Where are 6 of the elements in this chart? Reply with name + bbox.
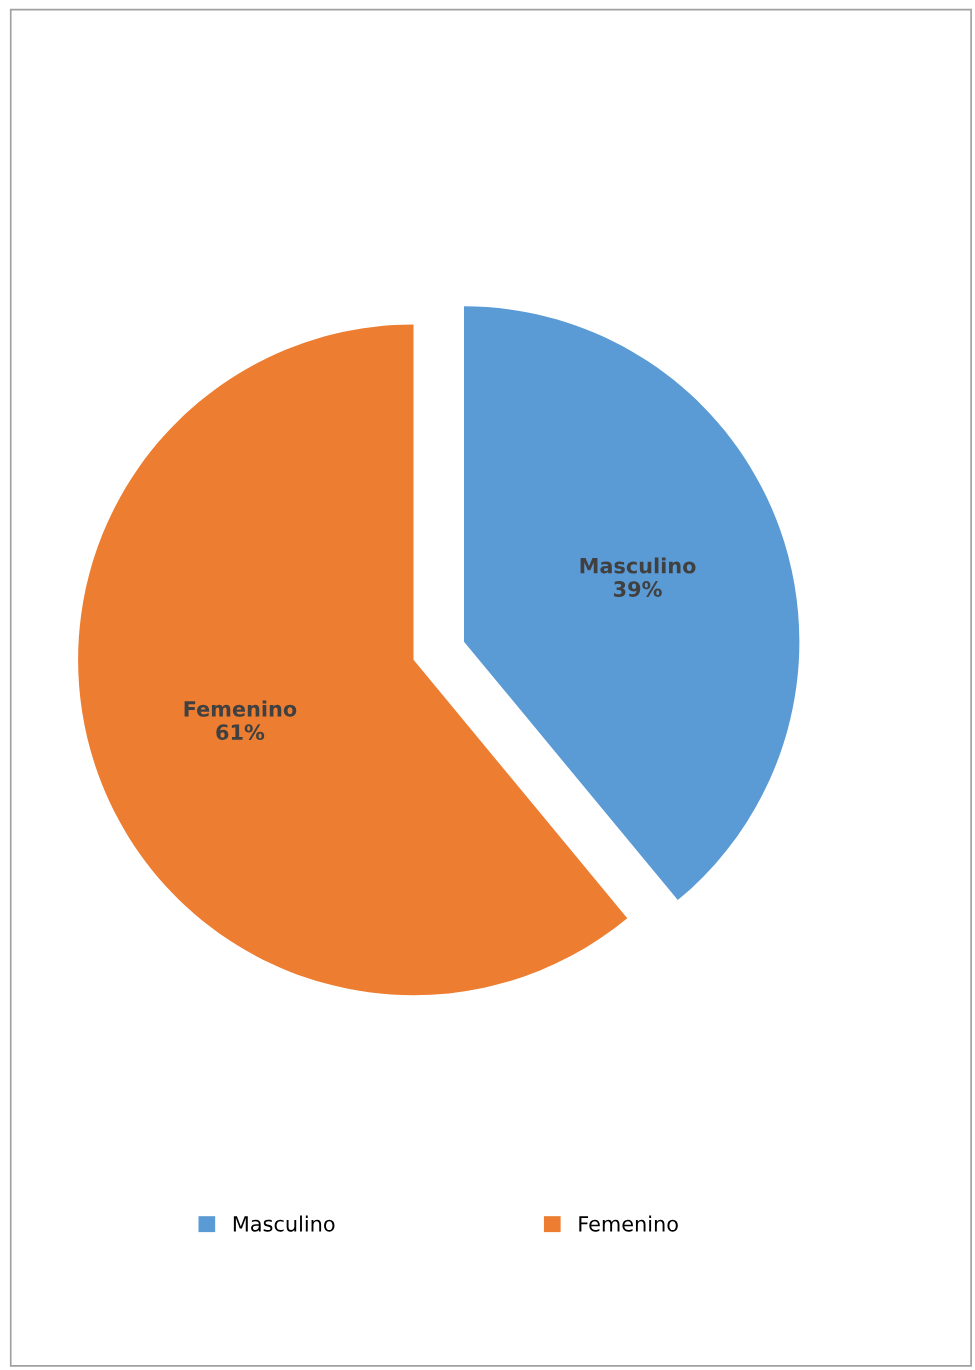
slice-label: Masculino xyxy=(580,557,696,574)
data-label: 61% xyxy=(216,724,265,741)
slice-label: Femenino xyxy=(184,700,297,717)
legend-label: Masculino xyxy=(233,1215,335,1232)
legend-label: Femenino xyxy=(579,1215,678,1232)
data-label: 39% xyxy=(614,581,662,597)
